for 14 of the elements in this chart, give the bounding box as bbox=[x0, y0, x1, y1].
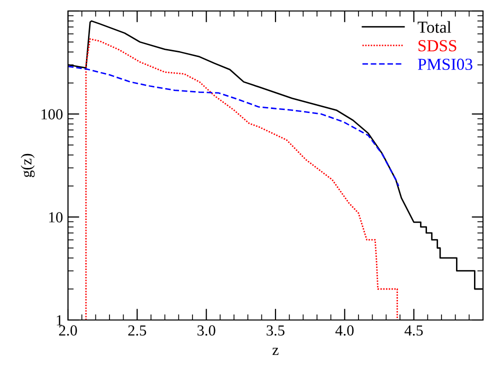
y-axis-title: g(z) bbox=[20, 154, 35, 178]
x-tick-label: 4.0 bbox=[335, 325, 354, 336]
y-tick-label: 1 bbox=[56, 315, 62, 326]
legend-label: SDSS bbox=[418, 40, 456, 52]
y-tick-label: 100 bbox=[42, 109, 63, 120]
legend-label: PMSI03 bbox=[418, 58, 472, 70]
x-tick-label: 2.0 bbox=[59, 325, 77, 336]
legend-label: Total bbox=[418, 21, 452, 33]
y-tick-label: 10 bbox=[49, 212, 63, 222]
x-tick-label: 3.5 bbox=[266, 325, 284, 336]
x-tick-label: 4.5 bbox=[404, 325, 423, 336]
x-tick-label: 3.0 bbox=[198, 325, 216, 336]
x-axis-title: z bbox=[272, 348, 278, 355]
x-tick-label: 2.5 bbox=[128, 325, 146, 336]
